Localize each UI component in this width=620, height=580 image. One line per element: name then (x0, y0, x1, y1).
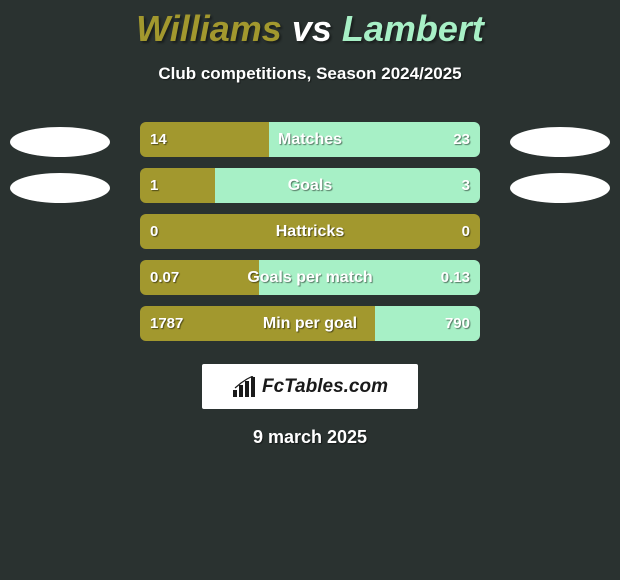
stat-label: Goals per match (140, 260, 480, 295)
stat-row: 00Hattricks (0, 214, 620, 260)
player2-oval (510, 127, 610, 157)
stat-bar: 1423Matches (140, 122, 480, 157)
date-text: 9 march 2025 (0, 427, 620, 448)
vs-text: vs (292, 8, 332, 49)
site-logo: FcTables.com (202, 364, 418, 409)
stat-label: Goals (140, 168, 480, 203)
stat-label: Min per goal (140, 306, 480, 341)
chart-bars-icon (232, 376, 258, 398)
stat-bar: 1787790Min per goal (140, 306, 480, 341)
stat-bar: 13Goals (140, 168, 480, 203)
player2-name: Lambert (342, 8, 484, 49)
stat-bar: 00Hattricks (140, 214, 480, 249)
player1-oval (10, 127, 110, 157)
stat-row: 1787790Min per goal (0, 306, 620, 352)
player1-oval (10, 173, 110, 203)
stat-label: Matches (140, 122, 480, 157)
player1-name: Williams (136, 8, 282, 49)
stat-rows: 1423Matches 13Goals 00Hattricks 0.070.13Goa… (0, 122, 620, 352)
stat-row: 1423Matches (0, 122, 620, 168)
stat-bar: 0.070.13Goals per match (140, 260, 480, 295)
stat-label: Hattricks (140, 214, 480, 249)
logo-text: FcTables.com (262, 376, 388, 398)
stat-row: 13Goals (0, 168, 620, 214)
player2-oval (510, 173, 610, 203)
stat-row: 0.070.13Goals per match (0, 260, 620, 306)
subtitle: Club competitions, Season 2024/2025 (0, 64, 620, 84)
comparison-title: Williams vs Lambert (0, 0, 620, 50)
